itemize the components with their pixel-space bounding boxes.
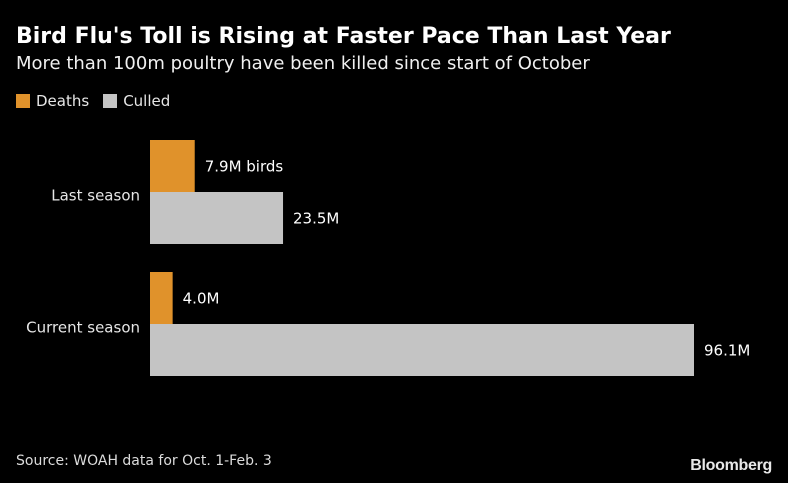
bloomberg-logo: Bloomberg: [690, 457, 772, 474]
legend-label-culled: Culled: [123, 92, 171, 110]
legend: Deaths Culled: [16, 92, 184, 110]
bar-culled: [150, 324, 694, 376]
data-label: 96.1M: [704, 342, 750, 360]
source-note: Source: WOAH data for Oct. 1-Feb. 3: [16, 453, 272, 469]
category-label: Current season: [26, 319, 140, 337]
category-label: Last season: [51, 187, 140, 205]
legend-swatch-deaths: [16, 94, 30, 108]
legend-item-deaths: Deaths: [16, 92, 89, 110]
data-label: 23.5M: [293, 210, 339, 228]
data-label: 4.0M: [183, 290, 220, 308]
legend-label-deaths: Deaths: [36, 92, 90, 110]
legend-item-culled: Culled: [103, 92, 170, 110]
chart-title: Bird Flu's Toll is Rising at Faster Pace…: [16, 24, 671, 49]
bar-deaths: [150, 140, 195, 192]
chart-subtitle: More than 100m poultry have been killed …: [16, 53, 590, 74]
legend-swatch-culled: [103, 94, 118, 108]
data-label: 7.9M birds: [205, 158, 284, 176]
bar-deaths: [150, 272, 173, 324]
bar-culled: [150, 192, 284, 244]
